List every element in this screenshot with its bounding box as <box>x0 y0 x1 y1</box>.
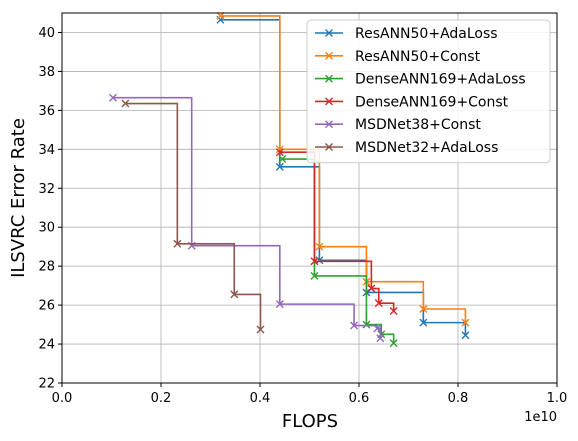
legend-marker <box>325 120 333 129</box>
data-point <box>389 339 398 348</box>
data-point <box>419 305 428 313</box>
legend-label: ResANN50+AdaLoss <box>355 26 498 42</box>
data-point <box>216 11 225 20</box>
data-point <box>275 162 284 171</box>
data-point <box>315 242 324 251</box>
data-point <box>256 325 265 334</box>
series-msdnet32-adaloss <box>121 99 265 334</box>
x-tick-label: 0.0 <box>52 391 73 406</box>
legend-item: DenseANN169+AdaLoss <box>315 72 526 88</box>
data-point <box>362 320 371 329</box>
y-axis-label: ILSVRC Error Rate <box>8 118 29 278</box>
series-layer <box>108 11 470 348</box>
data-point <box>108 93 117 102</box>
legend-label: DenseANN169+Const <box>355 94 509 110</box>
data-point <box>275 300 284 309</box>
x-tick-label: 0.6 <box>349 391 370 406</box>
data-point <box>461 318 470 327</box>
y-tick-label: 36 <box>38 104 55 119</box>
x-tick-label: 1.0 <box>547 391 568 406</box>
data-point <box>230 290 239 299</box>
legend-marker <box>325 29 333 37</box>
legend-marker <box>325 51 333 60</box>
data-point <box>389 306 398 315</box>
x-offset-label: 1e10 <box>524 410 557 425</box>
y-tick-label: 32 <box>38 182 55 197</box>
data-point <box>278 155 287 164</box>
data-point <box>419 318 428 327</box>
plot-frame <box>61 12 558 384</box>
legend-item: ResANN50+AdaLoss <box>315 26 498 42</box>
data-point <box>374 299 383 308</box>
legend-marker <box>325 97 333 106</box>
x-tick-label: 0.8 <box>448 391 469 406</box>
y-tick-label: 26 <box>38 299 55 314</box>
series-msdnet38-const <box>108 93 385 343</box>
legend-item: MSDNet32+AdaLoss <box>315 140 498 156</box>
legend-item: ResANN50+Const <box>315 49 481 65</box>
legend-marker <box>325 143 333 151</box>
x-tick-label: 0.2 <box>151 391 172 406</box>
legend: ResANN50+AdaLoss ResANN50+Const DenseANN16… <box>306 19 551 164</box>
series-line <box>279 151 395 311</box>
series-denseann169-adaloss <box>278 155 398 348</box>
series-resann50-const <box>216 11 470 327</box>
y-tick-label: 22 <box>38 377 55 392</box>
data-point <box>367 284 376 293</box>
legend-label: ResANN50+Const <box>355 49 481 65</box>
data-point <box>310 271 319 280</box>
data-point <box>121 99 130 108</box>
series-line <box>125 102 262 330</box>
data-point <box>275 148 284 157</box>
data-point <box>350 321 359 330</box>
x-axis-label: FLOPS <box>282 411 338 432</box>
legend-label: DenseANN169+AdaLoss <box>355 72 526 88</box>
data-point <box>461 331 470 340</box>
y-tick-label: 30 <box>38 221 55 236</box>
y-tick-label: 38 <box>38 65 55 80</box>
legend-marker <box>325 74 333 83</box>
axes <box>61 12 558 384</box>
series-line <box>220 15 467 323</box>
y-tick-label: 28 <box>38 260 55 275</box>
x-tick-label: 0.4 <box>250 391 271 406</box>
legend-item: DenseANN169+Const <box>315 94 509 110</box>
y-tick-label: 34 <box>38 143 55 158</box>
series-denseann169-const <box>275 148 398 315</box>
data-point <box>310 257 319 266</box>
data-point <box>376 334 385 343</box>
legend-label: MSDNet32+AdaLoss <box>355 140 498 156</box>
data-point <box>173 239 182 248</box>
ticks: 0.0 0.2 0.4 0.6 0.8 1.0 22 24 26 28 30 32 34 36 38 40 <box>38 26 567 406</box>
legend-label: MSDNet38+Const <box>355 117 481 133</box>
y-tick-label: 40 <box>38 26 55 41</box>
legend-item: MSDNet38+Const <box>315 117 481 133</box>
series-line <box>282 158 395 344</box>
legend-box <box>306 19 551 164</box>
y-tick-label: 24 <box>38 338 55 353</box>
data-point <box>373 324 382 333</box>
